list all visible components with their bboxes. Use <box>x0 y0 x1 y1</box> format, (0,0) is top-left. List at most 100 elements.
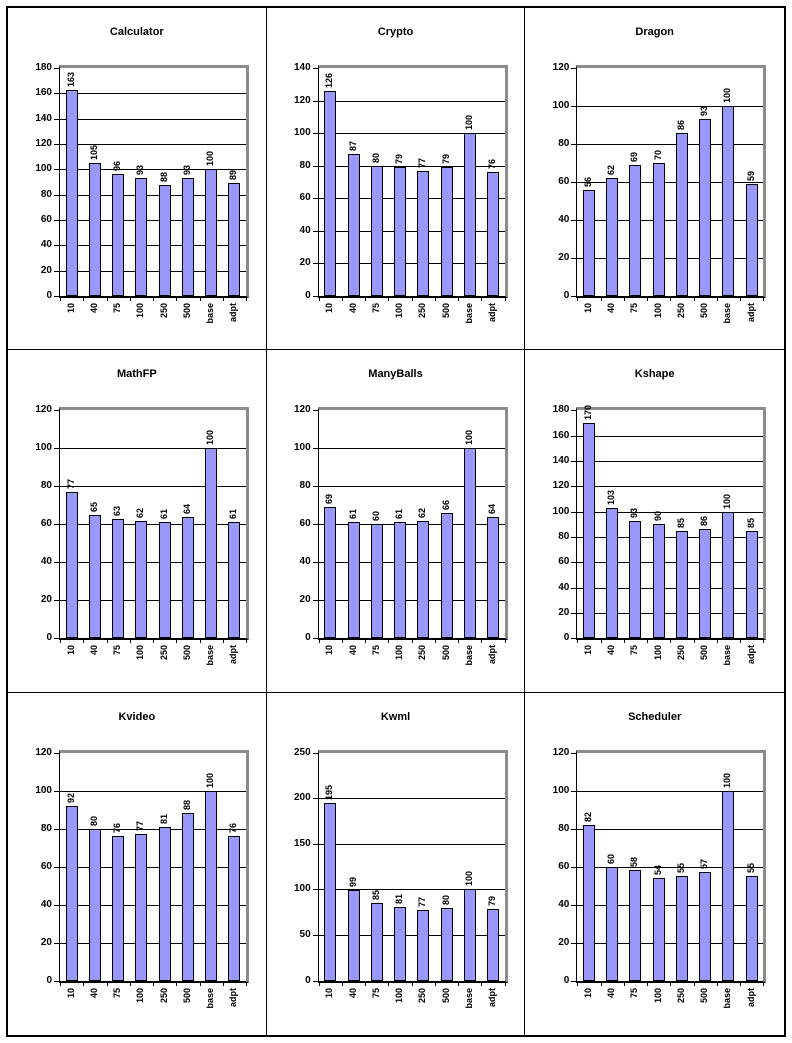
gridline <box>318 798 505 800</box>
x-axis-label: base <box>722 987 733 1009</box>
gridline <box>60 600 246 602</box>
chart-cell: Kvideo 92 80 76 77 81 88 100 76 0 20 40 60 80 100 120 10… <box>8 692 267 1035</box>
x-axis-tick <box>129 982 131 986</box>
x-axis-tick <box>647 640 649 644</box>
x-axis-label: 250 <box>417 303 428 319</box>
x-axis-label: base <box>205 303 216 324</box>
bar-value-label: 57 <box>699 859 710 870</box>
bar <box>582 824 595 981</box>
y-axis-tick <box>571 182 577 183</box>
bar-value-label: 89 <box>228 170 239 181</box>
gridline <box>60 93 246 95</box>
x-axis-tick <box>411 982 413 986</box>
bar <box>370 524 383 639</box>
chart-title: Kshape <box>634 368 675 381</box>
x-axis-label: 10 <box>65 987 76 998</box>
x-axis-tick <box>716 298 718 301</box>
x-axis-tick <box>504 640 506 644</box>
x-axis-label: 500 <box>440 645 451 661</box>
x-axis-label: 40 <box>88 303 99 314</box>
x-axis-label: 40 <box>606 303 617 314</box>
y-axis-label: 180 <box>35 62 52 73</box>
x-axis-label: base <box>205 987 216 1009</box>
gridline <box>577 866 764 868</box>
gridline <box>60 524 246 526</box>
y-axis-label: 40 <box>299 556 311 568</box>
y-axis-tick <box>571 980 577 982</box>
y-axis-tick <box>571 638 577 640</box>
y-axis-tick <box>571 258 577 259</box>
bar-value-label: 62 <box>417 507 428 518</box>
x-axis-tick <box>693 982 695 986</box>
x-axis-tick <box>740 640 742 644</box>
x-axis-tick <box>623 982 625 986</box>
x-axis-tick <box>83 982 85 986</box>
x-axis-tick <box>458 298 460 301</box>
bar <box>347 522 360 639</box>
y-axis-label: 100 <box>293 127 311 139</box>
bar-value-label: 100 <box>205 430 216 446</box>
x-axis-tick <box>106 982 108 986</box>
y-axis-label: 20 <box>299 594 311 606</box>
bar-value-label: 54 <box>652 865 663 876</box>
bar-value-label: 65 <box>88 501 99 512</box>
bar-value-label: 63 <box>112 505 123 516</box>
y-axis-label: 40 <box>40 239 52 251</box>
x-axis-tick <box>199 982 201 986</box>
x-axis-tick <box>434 982 436 986</box>
y-axis-label: 140 <box>293 62 311 73</box>
y-axis-label: 80 <box>40 188 52 200</box>
x-axis-tick <box>716 982 718 986</box>
bar-value-label: 90 <box>652 511 663 522</box>
bar-value-label: 80 <box>88 815 99 826</box>
bar-value-label: 56 <box>582 176 593 187</box>
gridline <box>60 220 246 221</box>
x-axis-tick <box>83 640 85 644</box>
y-axis-label: 60 <box>299 192 311 204</box>
y-axis-tick <box>54 600 59 602</box>
x-axis-tick <box>106 298 108 301</box>
x-axis-label: 10 <box>582 987 593 998</box>
gridline <box>577 144 764 145</box>
bar <box>181 178 194 296</box>
bar <box>487 516 500 639</box>
y-axis-tick <box>571 144 577 145</box>
y-axis-tick <box>312 198 318 200</box>
x-axis-tick <box>504 298 506 301</box>
gridline <box>577 942 764 944</box>
gridline <box>318 448 505 450</box>
bar <box>675 132 688 296</box>
x-axis-tick <box>83 298 85 301</box>
y-axis-label: 100 <box>35 442 52 454</box>
bar-value-label: 77 <box>65 479 76 490</box>
gridline <box>318 230 505 232</box>
x-axis-label: 40 <box>88 987 99 998</box>
x-axis-label: 75 <box>370 987 381 998</box>
gridline <box>60 866 246 868</box>
bar-value-label: 55 <box>675 863 686 874</box>
bar <box>205 169 218 296</box>
bar-value-label: 61 <box>347 509 358 520</box>
y-axis-tick <box>54 68 59 69</box>
x-axis-label: 250 <box>417 645 428 661</box>
y-axis-label: 20 <box>558 252 570 263</box>
x-axis-label: 100 <box>652 303 663 319</box>
y-axis-tick <box>54 752 59 754</box>
y-axis-tick <box>54 904 59 906</box>
plot-area: 163 105 96 93 88 93 100 89 <box>59 65 249 298</box>
y-axis-tick <box>571 486 577 488</box>
x-axis-tick <box>60 298 61 301</box>
y-axis-label: 80 <box>299 159 311 171</box>
bar-value-label: 81 <box>394 893 405 904</box>
x-axis-tick <box>623 640 625 644</box>
x-axis-tick <box>458 982 460 986</box>
x-axis-label: 40 <box>347 303 358 314</box>
x-axis-tick <box>670 298 672 301</box>
x-axis-tick <box>763 640 765 644</box>
y-axis-label: 20 <box>40 936 52 948</box>
y-axis-label: 0 <box>563 290 570 301</box>
gridline <box>318 486 505 488</box>
chart-cell: Calculator 163 105 96 93 88 93 100 89 0 20 40 60 80 10… <box>8 8 267 351</box>
bar-value-label: 100 <box>722 493 733 509</box>
bar <box>135 178 148 296</box>
